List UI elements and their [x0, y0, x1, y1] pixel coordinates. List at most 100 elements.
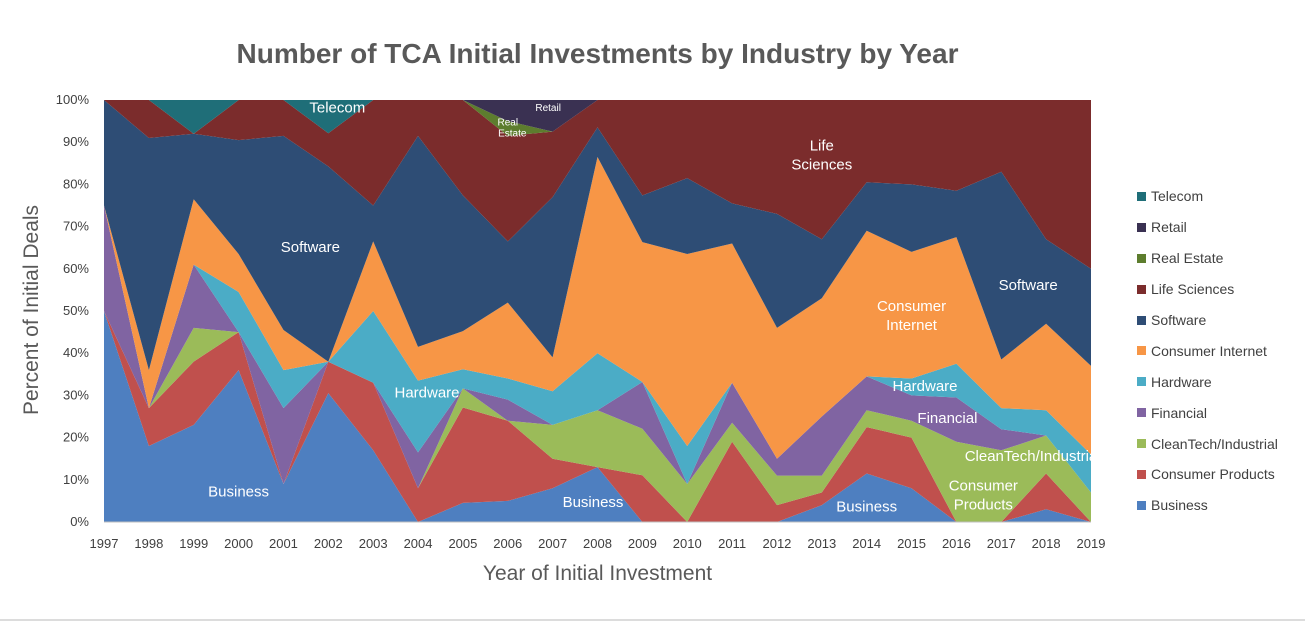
- area-consumer-internet: [104, 157, 1091, 459]
- legend-swatch: [1137, 284, 1146, 294]
- legend-item: Consumer Products: [1137, 459, 1278, 490]
- legend-swatch: [1137, 469, 1146, 479]
- x-tick-label: 2014: [852, 536, 881, 551]
- x-tick-label: 2015: [897, 536, 926, 551]
- legend-label: Retail: [1151, 219, 1187, 236]
- x-tick-label: 2009: [628, 536, 657, 551]
- legend-item: Life Sciences: [1137, 274, 1278, 305]
- x-tick-label: 1997: [90, 536, 119, 551]
- area-consumer-products: [104, 311, 1091, 522]
- legend-item: Real Estate: [1137, 243, 1278, 274]
- region-label: Business: [836, 498, 897, 515]
- x-tick-label: 2002: [314, 536, 343, 551]
- region-label: Business: [208, 484, 269, 501]
- region-label: Internet: [886, 317, 938, 334]
- legend-item: CleanTech/Industrial: [1137, 428, 1278, 459]
- area-life-sciences: [104, 100, 1091, 269]
- area-financial: [104, 205, 1091, 493]
- region-label: Software: [281, 239, 340, 256]
- legend-swatch: [1137, 315, 1146, 325]
- legend-swatch: [1137, 253, 1146, 263]
- legend-item: Consumer Internet: [1137, 335, 1278, 366]
- legend-swatch: [1137, 500, 1146, 510]
- legend-label: Business: [1151, 497, 1208, 514]
- x-tick-label: 2013: [807, 536, 836, 551]
- x-tick-label: 2011: [718, 536, 746, 551]
- y-tick-label: 70%: [63, 219, 89, 234]
- bottom-divider: [0, 619, 1305, 621]
- y-tick-label: 100%: [56, 92, 90, 107]
- legend-swatch: [1137, 439, 1146, 449]
- y-tick-label: 20%: [63, 430, 89, 445]
- chart-title: Number of TCA Initial Investments by Ind…: [236, 38, 959, 69]
- y-tick-label: 60%: [63, 261, 89, 276]
- area-telecom: [104, 100, 1091, 134]
- legend-item: Financial: [1137, 397, 1278, 428]
- x-tick-label: 2019: [1077, 536, 1106, 551]
- x-tick-label: 2003: [359, 536, 388, 551]
- legend-swatch: [1137, 408, 1146, 418]
- area-cleantech-industrial: [104, 311, 1091, 522]
- x-tick-label: 1998: [134, 536, 163, 551]
- region-label: Retail: [535, 103, 561, 114]
- x-tick-label: 2017: [987, 536, 1016, 551]
- legend-label: Hardware: [1151, 373, 1212, 390]
- x-tick-label: 2016: [942, 536, 971, 551]
- region-label: Software: [999, 277, 1058, 294]
- legend-label: Financial: [1151, 404, 1208, 421]
- region-label: Consumer: [949, 477, 1018, 494]
- x-tick-label: 2006: [493, 536, 522, 551]
- region-label: Sciences: [791, 157, 852, 174]
- legend-swatch: [1137, 377, 1146, 387]
- region-label: Telecom: [309, 100, 365, 117]
- y-tick-label: 0%: [70, 514, 89, 529]
- x-tick-label: 2007: [538, 536, 567, 551]
- region-label: Business: [563, 494, 624, 511]
- legend-swatch: [1137, 346, 1146, 356]
- legend-label: Software: [1151, 312, 1207, 328]
- y-tick-label: 90%: [63, 134, 89, 149]
- y-tick-label: 10%: [63, 472, 89, 487]
- region-label: Real: [497, 117, 518, 128]
- legend-label: Consumer Products: [1151, 466, 1275, 483]
- x-tick-label: 1999: [179, 536, 208, 551]
- x-axis-label: Year of Initial Investment: [482, 562, 713, 585]
- legend-label: CleanTech/Industrial: [1151, 435, 1278, 452]
- region-label: Hardware: [892, 378, 957, 395]
- x-tick-label: 2010: [673, 536, 702, 551]
- region-label: Life: [810, 138, 834, 155]
- legend-item: Telecom: [1137, 181, 1278, 212]
- region-label: Estate: [498, 129, 527, 140]
- legend: Telecom Retail Real Estate Life Sciences Sof…: [1137, 181, 1278, 521]
- x-tick-label: 2018: [1032, 536, 1061, 551]
- x-tick-label: 2001: [269, 536, 298, 551]
- y-tick-label: 80%: [63, 176, 89, 191]
- x-tick-label: 2000: [224, 536, 253, 551]
- legend-item: Business: [1137, 490, 1278, 521]
- axes-group: 0% 10% 20% 30% 40% 50% 60% 70% 80% 90% 100% 1997 199…: [56, 92, 1106, 551]
- region-label: Financial: [917, 410, 977, 427]
- region-label: Consumer: [877, 298, 946, 315]
- legend-item: Retail: [1137, 212, 1278, 243]
- area-business: [104, 311, 1091, 522]
- legend-swatch: [1137, 222, 1146, 232]
- x-tick-label: 2004: [404, 536, 433, 551]
- legend-item: Software: [1137, 305, 1278, 336]
- legend-swatch: [1137, 191, 1146, 201]
- x-tick-label: 2012: [762, 536, 791, 551]
- area-software: [104, 100, 1091, 371]
- legend-label: Life Sciences: [1151, 281, 1235, 298]
- x-tick-label: 2008: [583, 536, 612, 551]
- region-label: Hardware: [395, 385, 460, 402]
- y-tick-label: 50%: [63, 303, 89, 318]
- region-label: Products: [954, 496, 1013, 513]
- legend-item: Hardware: [1137, 366, 1278, 397]
- legend-label: Telecom: [1151, 188, 1204, 205]
- legend-label: Consumer Internet: [1151, 342, 1267, 359]
- legend-label: Real Estate: [1151, 250, 1224, 267]
- region-label: CleanTech/Industrial: [965, 448, 1101, 465]
- y-tick-label: 40%: [63, 345, 89, 360]
- x-tick-label: 2005: [448, 536, 477, 551]
